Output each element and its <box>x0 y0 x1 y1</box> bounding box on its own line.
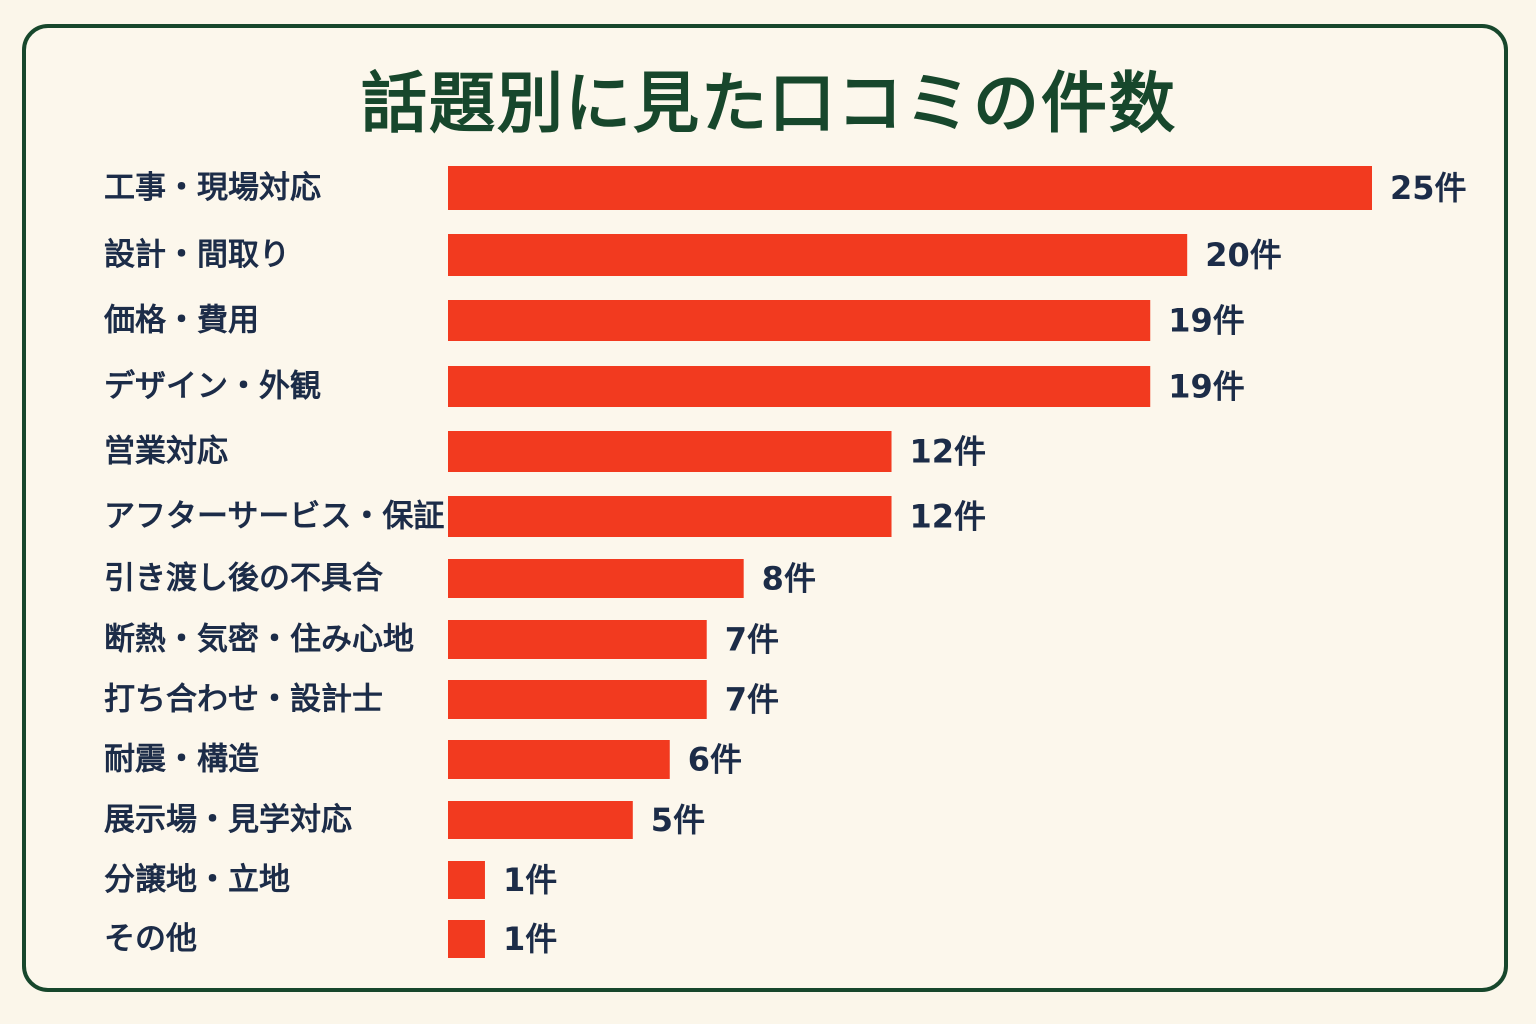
bar-9 <box>448 740 670 779</box>
bar-10 <box>448 801 633 839</box>
value-label-10: 5件 <box>651 801 705 839</box>
bar-11 <box>448 861 485 899</box>
category-label-6: 引き渡し後の不具合 <box>104 561 383 597</box>
category-label-11: 分譲地・立地 <box>104 862 290 898</box>
value-label-8: 7件 <box>725 681 779 719</box>
category-label-9: 耐震・構造 <box>104 742 259 778</box>
value-label-5: 12件 <box>910 498 987 536</box>
bar-5 <box>448 496 892 537</box>
value-label-2: 19件 <box>1168 302 1245 340</box>
chart-title: 話題別に見た口コミの件数 <box>361 65 1177 142</box>
value-label-11: 1件 <box>503 861 557 899</box>
value-label-12: 1件 <box>503 920 557 958</box>
category-label-8: 打ち合わせ・設計士 <box>104 682 383 718</box>
value-label-3: 19件 <box>1168 368 1245 406</box>
bar-0 <box>448 166 1372 210</box>
bar-8 <box>448 680 707 719</box>
category-label-2: 価格・費用 <box>103 303 259 339</box>
category-label-0: 工事・現場対応 <box>104 170 321 206</box>
value-label-7: 7件 <box>725 621 779 659</box>
value-label-4: 12件 <box>910 433 987 471</box>
category-label-12: その他 <box>104 921 197 957</box>
bar-3 <box>448 366 1151 407</box>
bar-12 <box>448 920 485 958</box>
bar-7 <box>448 620 707 659</box>
category-label-4: 営業対応 <box>104 434 228 470</box>
bar-4 <box>448 431 892 472</box>
bar-1 <box>448 234 1188 276</box>
bar-2 <box>448 300 1151 341</box>
category-label-3: デザイン・外観 <box>104 369 321 405</box>
category-label-1: 設計・間取り <box>104 237 290 273</box>
bar-6 <box>448 559 744 598</box>
value-label-6: 8件 <box>762 560 816 598</box>
value-label-0: 25件 <box>1390 169 1467 207</box>
category-label-7: 断熱・気密・住み心地 <box>104 622 414 658</box>
value-label-9: 6件 <box>688 741 742 779</box>
value-label-1: 20件 <box>1205 236 1282 274</box>
category-label-5: アフターサービス・保証 <box>104 499 444 535</box>
category-label-10: 展示場・見学対応 <box>104 802 352 838</box>
